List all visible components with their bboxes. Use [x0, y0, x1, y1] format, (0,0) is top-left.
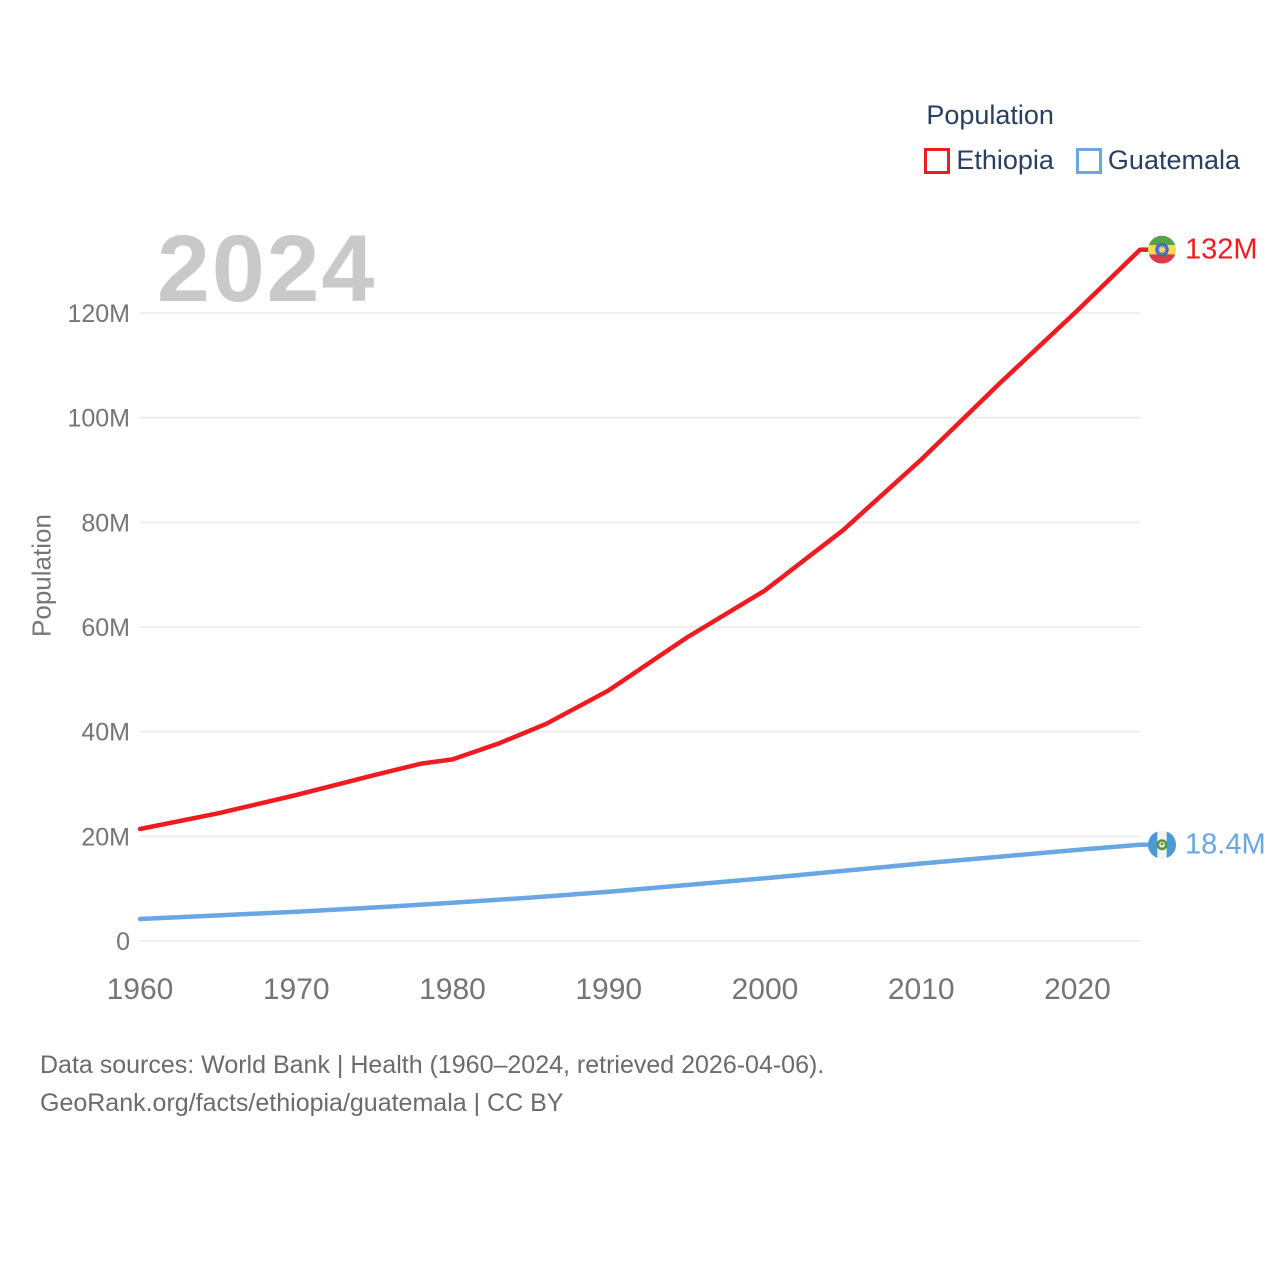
- y-axis-title: Population: [26, 514, 57, 637]
- end-value-label-ethiopia: 132M: [1185, 234, 1258, 266]
- x-tick-label: 1970: [263, 973, 330, 1006]
- ethiopia-flag-icon: [1148, 235, 1176, 264]
- ethiopia-series-swatch: [924, 147, 951, 174]
- guatemala-series-swatch: [1075, 147, 1102, 174]
- y-tick-label: 0: [116, 928, 130, 956]
- y-tick-label: 100M: [67, 405, 130, 433]
- data-sources-line: Data sources: World Bank | Health (1960–…: [40, 1051, 825, 1079]
- y-tick-label: 60M: [81, 614, 130, 642]
- x-tick-label: 1990: [575, 973, 642, 1006]
- end-value-label-guatemala: 18.4M: [1185, 829, 1266, 861]
- guatemala-flag-icon: [1148, 830, 1176, 859]
- attribution-footer: Data sources: World Bank | Health (1960–…: [40, 1046, 824, 1122]
- legend-items: Ethiopia Guatemala: [924, 145, 1240, 176]
- legend-item-label: Ethiopia: [956, 145, 1054, 175]
- year-watermark: 2024: [157, 216, 377, 322]
- x-tick-label: 2010: [888, 973, 955, 1006]
- y-tick-label: 40M: [81, 719, 130, 747]
- series-line-guatemala[interactable]: [137, 842, 1143, 922]
- legend-item-ethiopia[interactable]: Ethiopia: [924, 145, 1054, 176]
- y-tick-label: 120M: [67, 300, 130, 328]
- source-url-line: GeoRank.org/facts/ethiopia/guatemala | C…: [40, 1089, 564, 1117]
- chart-legend: Population Ethiopia Guatemala: [924, 100, 1240, 176]
- y-tick-label: 20M: [81, 823, 130, 851]
- legend-item-label: Guatemala: [1107, 145, 1240, 175]
- x-tick-label: 2000: [732, 973, 799, 1006]
- x-tick-label: 1980: [419, 973, 486, 1006]
- series-line-ethiopia[interactable]: [137, 247, 1143, 832]
- x-tick-label: 1960: [107, 973, 174, 1006]
- legend-item-guatemala[interactable]: Guatemala: [1075, 145, 1240, 176]
- y-tick-label: 80M: [81, 509, 130, 537]
- x-tick-label: 2020: [1044, 973, 1111, 1006]
- legend-title: Population: [926, 100, 1054, 130]
